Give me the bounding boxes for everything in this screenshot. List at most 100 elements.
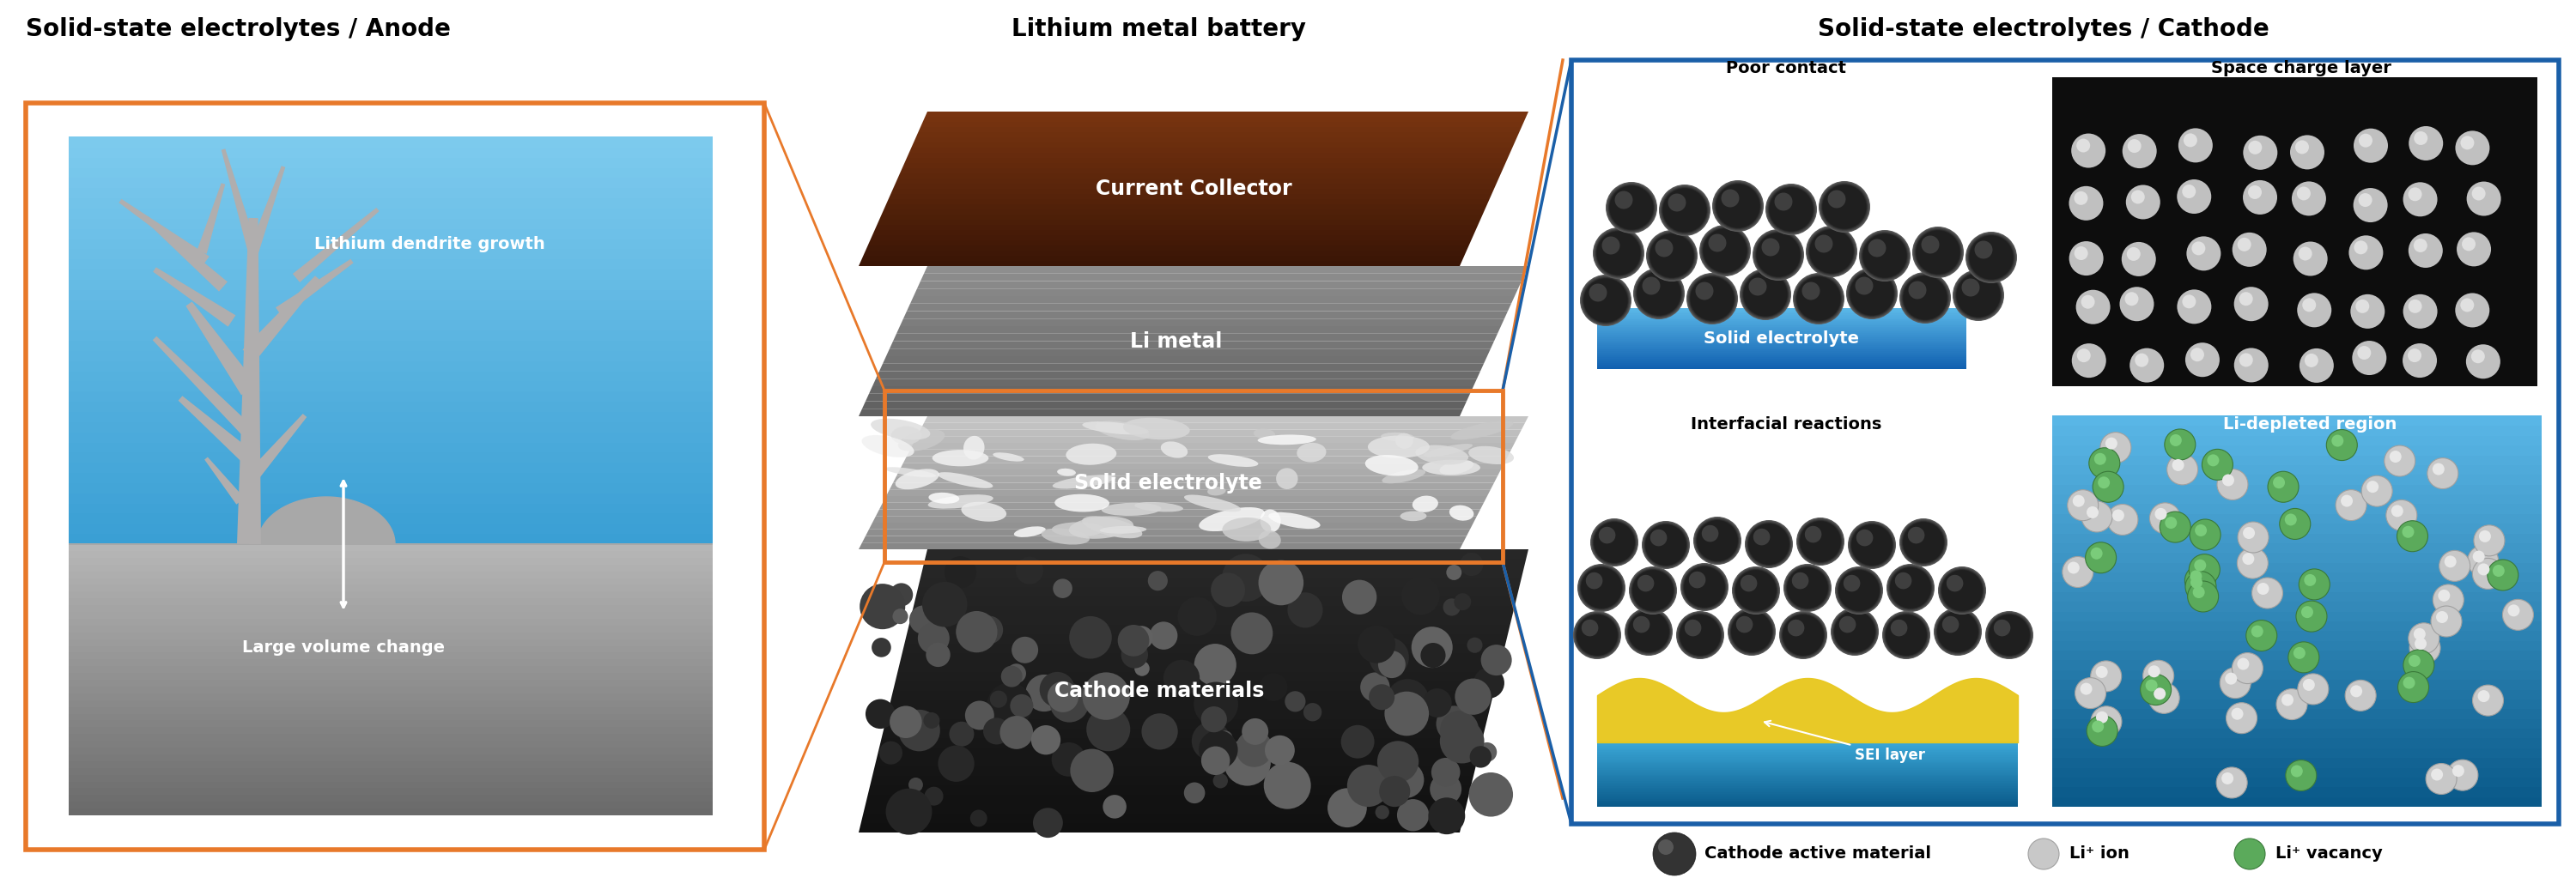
Circle shape xyxy=(1806,226,1857,277)
Polygon shape xyxy=(907,625,1510,634)
Circle shape xyxy=(1821,183,1868,231)
Circle shape xyxy=(1914,229,1960,275)
Bar xyxy=(70,380,714,392)
Bar xyxy=(1597,347,1965,349)
Circle shape xyxy=(2089,448,2120,479)
Circle shape xyxy=(1662,187,1708,234)
Polygon shape xyxy=(896,179,1499,184)
Circle shape xyxy=(1953,270,2004,320)
Circle shape xyxy=(1595,230,1641,276)
Bar xyxy=(1597,339,1965,340)
Circle shape xyxy=(1687,273,1739,324)
Circle shape xyxy=(1860,230,1911,281)
Bar xyxy=(2053,787,2543,797)
Circle shape xyxy=(1862,234,1906,278)
Circle shape xyxy=(1376,805,1388,819)
Circle shape xyxy=(1476,743,1497,762)
Circle shape xyxy=(1236,730,1273,767)
Circle shape xyxy=(1783,614,1824,656)
Circle shape xyxy=(1664,188,1705,232)
Circle shape xyxy=(1636,271,1682,316)
Bar xyxy=(1597,754,2017,757)
Text: SEI layer: SEI layer xyxy=(1765,720,1924,763)
Circle shape xyxy=(2303,298,2316,312)
Circle shape xyxy=(2385,446,2416,476)
Bar xyxy=(2053,747,2543,758)
Circle shape xyxy=(1721,189,1739,207)
Circle shape xyxy=(1795,276,1842,322)
Bar xyxy=(1597,775,2017,778)
Circle shape xyxy=(1821,183,1868,231)
Polygon shape xyxy=(871,235,1473,240)
Circle shape xyxy=(1625,609,1672,654)
Circle shape xyxy=(1638,575,1654,591)
Circle shape xyxy=(1780,613,1826,658)
Polygon shape xyxy=(891,691,1494,700)
Polygon shape xyxy=(118,199,209,265)
Circle shape xyxy=(1901,274,1950,322)
Circle shape xyxy=(2403,182,2437,217)
Polygon shape xyxy=(889,483,1494,490)
Circle shape xyxy=(1989,614,2030,656)
Circle shape xyxy=(2202,449,2233,480)
Circle shape xyxy=(1625,607,1672,656)
Polygon shape xyxy=(178,396,255,464)
Ellipse shape xyxy=(1422,460,1481,476)
Polygon shape xyxy=(868,240,1471,246)
Circle shape xyxy=(1728,608,1775,655)
Circle shape xyxy=(2501,599,2532,630)
Bar xyxy=(70,652,714,659)
Circle shape xyxy=(2215,767,2246,798)
Circle shape xyxy=(1574,613,1620,657)
Circle shape xyxy=(1798,519,1842,564)
Circle shape xyxy=(2143,660,2174,691)
Circle shape xyxy=(1888,566,1932,610)
Bar xyxy=(1597,779,2017,781)
Polygon shape xyxy=(925,266,1528,273)
Circle shape xyxy=(1834,611,1875,652)
Circle shape xyxy=(1121,641,1149,668)
Circle shape xyxy=(1615,191,1633,209)
Circle shape xyxy=(1847,270,1896,317)
Bar xyxy=(70,177,714,188)
Polygon shape xyxy=(920,273,1525,281)
Circle shape xyxy=(1396,799,1430,831)
Ellipse shape xyxy=(927,492,958,504)
Ellipse shape xyxy=(1069,516,1133,539)
Ellipse shape xyxy=(1162,441,1188,458)
Polygon shape xyxy=(899,168,1504,173)
Circle shape xyxy=(1082,673,1131,720)
Circle shape xyxy=(2172,459,2184,471)
Circle shape xyxy=(1909,527,1924,544)
Polygon shape xyxy=(866,246,1468,250)
Circle shape xyxy=(2190,519,2221,550)
Ellipse shape xyxy=(1208,454,1257,467)
Circle shape xyxy=(1695,518,1741,564)
Circle shape xyxy=(1754,232,1801,278)
Circle shape xyxy=(1582,277,1631,324)
Polygon shape xyxy=(152,267,234,327)
Circle shape xyxy=(1649,232,1695,279)
Circle shape xyxy=(1680,614,1721,656)
Bar xyxy=(2053,669,2543,680)
Ellipse shape xyxy=(1368,436,1430,458)
Circle shape xyxy=(1837,567,1883,614)
Circle shape xyxy=(1886,564,1935,612)
Text: Cathode active material: Cathode active material xyxy=(1705,846,1932,862)
Circle shape xyxy=(2409,348,2421,362)
Polygon shape xyxy=(884,356,1486,363)
Text: Solid-state electrolytes / Cathode: Solid-state electrolytes / Cathode xyxy=(1819,17,2269,42)
Circle shape xyxy=(1054,579,1072,598)
Polygon shape xyxy=(922,559,1525,568)
Circle shape xyxy=(2120,287,2154,321)
Circle shape xyxy=(2455,131,2488,165)
Circle shape xyxy=(1891,568,1932,608)
Circle shape xyxy=(1646,524,1687,566)
Circle shape xyxy=(1837,568,1883,613)
Circle shape xyxy=(1579,275,1631,326)
Polygon shape xyxy=(902,163,1504,168)
Circle shape xyxy=(1692,516,1741,565)
Circle shape xyxy=(1193,682,1239,727)
Circle shape xyxy=(1837,568,1880,613)
Circle shape xyxy=(2414,628,2427,640)
